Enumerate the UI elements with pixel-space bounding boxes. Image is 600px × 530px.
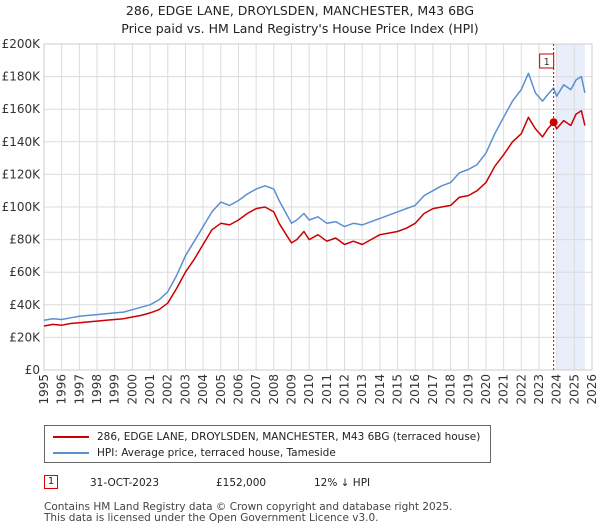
legend-item-property: 286, EDGE LANE, DROYLSDEN, MANCHESTER, M… (53, 429, 480, 445)
x-tick-label: 2020 (479, 374, 493, 405)
x-tick-label: 2017 (426, 374, 440, 405)
x-tick-label: 2012 (338, 374, 352, 405)
series-line (43, 110, 586, 327)
series-line (43, 72, 586, 322)
x-tick-label: 2008 (267, 374, 281, 405)
sale-marker: 1 (44, 475, 58, 489)
x-tick-label: 1997 (72, 374, 86, 405)
grid-layer (43, 43, 593, 371)
x-tick-label: 2000 (125, 374, 139, 405)
x-tick-label: 2009 (284, 374, 298, 405)
x-axis-ticks: 1995 1996 1997 1998 1999 2000 2001 2002 2003 2004… (37, 374, 599, 405)
y-tick-label: £60K (9, 265, 41, 279)
x-tick-label: 2007 (249, 374, 263, 405)
legend-label-property: 286, EDGE LANE, DROYLSDEN, MANCHESTER, M… (97, 431, 481, 443)
x-tick-label: 2022 (514, 374, 528, 405)
x-tick-label: 2011 (320, 374, 334, 405)
annotation-box (539, 53, 555, 69)
red-line-swatch (53, 436, 89, 438)
x-tick-label: 1995 (37, 374, 51, 405)
y-tick-label: £200K (2, 37, 42, 51)
annotation-layer: 1 (539, 44, 558, 370)
x-tick-label: 2014 (373, 374, 387, 405)
sale-date: 31-OCT-2023 (90, 477, 159, 489)
title-line: 286, EDGE LANE, DROYLSDEN, MANCHESTER, M… (125, 3, 475, 18)
x-tick-label: 2002 (161, 374, 175, 405)
y-tick-label: £120K (2, 167, 42, 181)
x-tick-label: 2015 (391, 374, 405, 405)
y-tick-label: £100K (2, 200, 42, 214)
x-tick-label: 2023 (532, 374, 546, 405)
x-tick-label: 2018 (444, 374, 458, 405)
x-tick-label: 2019 (461, 374, 475, 405)
x-tick-label: 2013 (355, 374, 369, 405)
sale-point (549, 118, 558, 127)
x-tick-label: 2010 (302, 374, 316, 405)
x-tick-label: 2016 (408, 374, 422, 405)
x-tick-label: 2005 (214, 374, 228, 405)
y-tick-label: £20K (9, 330, 41, 344)
sale-row: 1 31-OCT-2023 £152,000 12% ↓ HPI (44, 474, 564, 492)
legend-item-hpi: HPI: Average price, terraced house, Tame… (53, 445, 336, 461)
x-tick-label: 2025 (567, 374, 581, 405)
sale-hpi-diff: 12% ↓ HPI (314, 477, 371, 489)
x-tick-label: 2026 (585, 374, 599, 405)
x-tick-label: 2006 (231, 374, 245, 405)
x-tick-label: 2001 (143, 374, 157, 405)
footer-line-2: This data is licensed under the Open Gov… (44, 512, 379, 524)
x-tick-label: 2003 (178, 374, 192, 405)
annotation-label: 1 (543, 57, 549, 68)
subtitle-line: Price paid vs. HM Land Registry's House … (121, 21, 479, 36)
x-tick-label: 2004 (196, 374, 210, 405)
chart-title: 286, EDGE LANE, DROYLSDEN, MANCHESTER, M… (0, 2, 600, 38)
y-tick-label: £0 (25, 363, 40, 377)
y-axis-ticks: £0 £20K £40K £60K £80K £100K £120K £140K £160K £1… (2, 37, 42, 377)
series-layer (43, 72, 586, 327)
y-tick-label: £40K (9, 298, 41, 312)
plot-frame (43, 43, 593, 371)
legend: 286, EDGE LANE, DROYLSDEN, MANCHESTER, M… (44, 425, 491, 463)
y-tick-label: £160K (2, 102, 42, 116)
y-tick-label: £140K (2, 135, 42, 149)
footer: Contains HM Land Registry data © Crown c… (44, 502, 452, 524)
sale-price: £152,000 (216, 477, 267, 489)
x-tick-label: 1999 (108, 374, 122, 405)
blue-line-swatch (53, 452, 89, 454)
legend-label-hpi: HPI: Average price, terraced house, Tame… (97, 447, 336, 459)
x-tick-label: 2024 (550, 374, 564, 405)
y-tick-label: £180K (2, 70, 42, 84)
x-tick-label: 1996 (55, 374, 69, 405)
x-tick-label: 2021 (497, 374, 511, 405)
x-tick-label: 1998 (90, 374, 104, 405)
price-chart: 1 £0 £20K £40K £60K £80K £100K £120K £140K £160K… (2, 37, 599, 405)
footer-line-1: Contains HM Land Registry data © Crown c… (44, 501, 453, 513)
y-tick-label: £80K (9, 233, 41, 247)
